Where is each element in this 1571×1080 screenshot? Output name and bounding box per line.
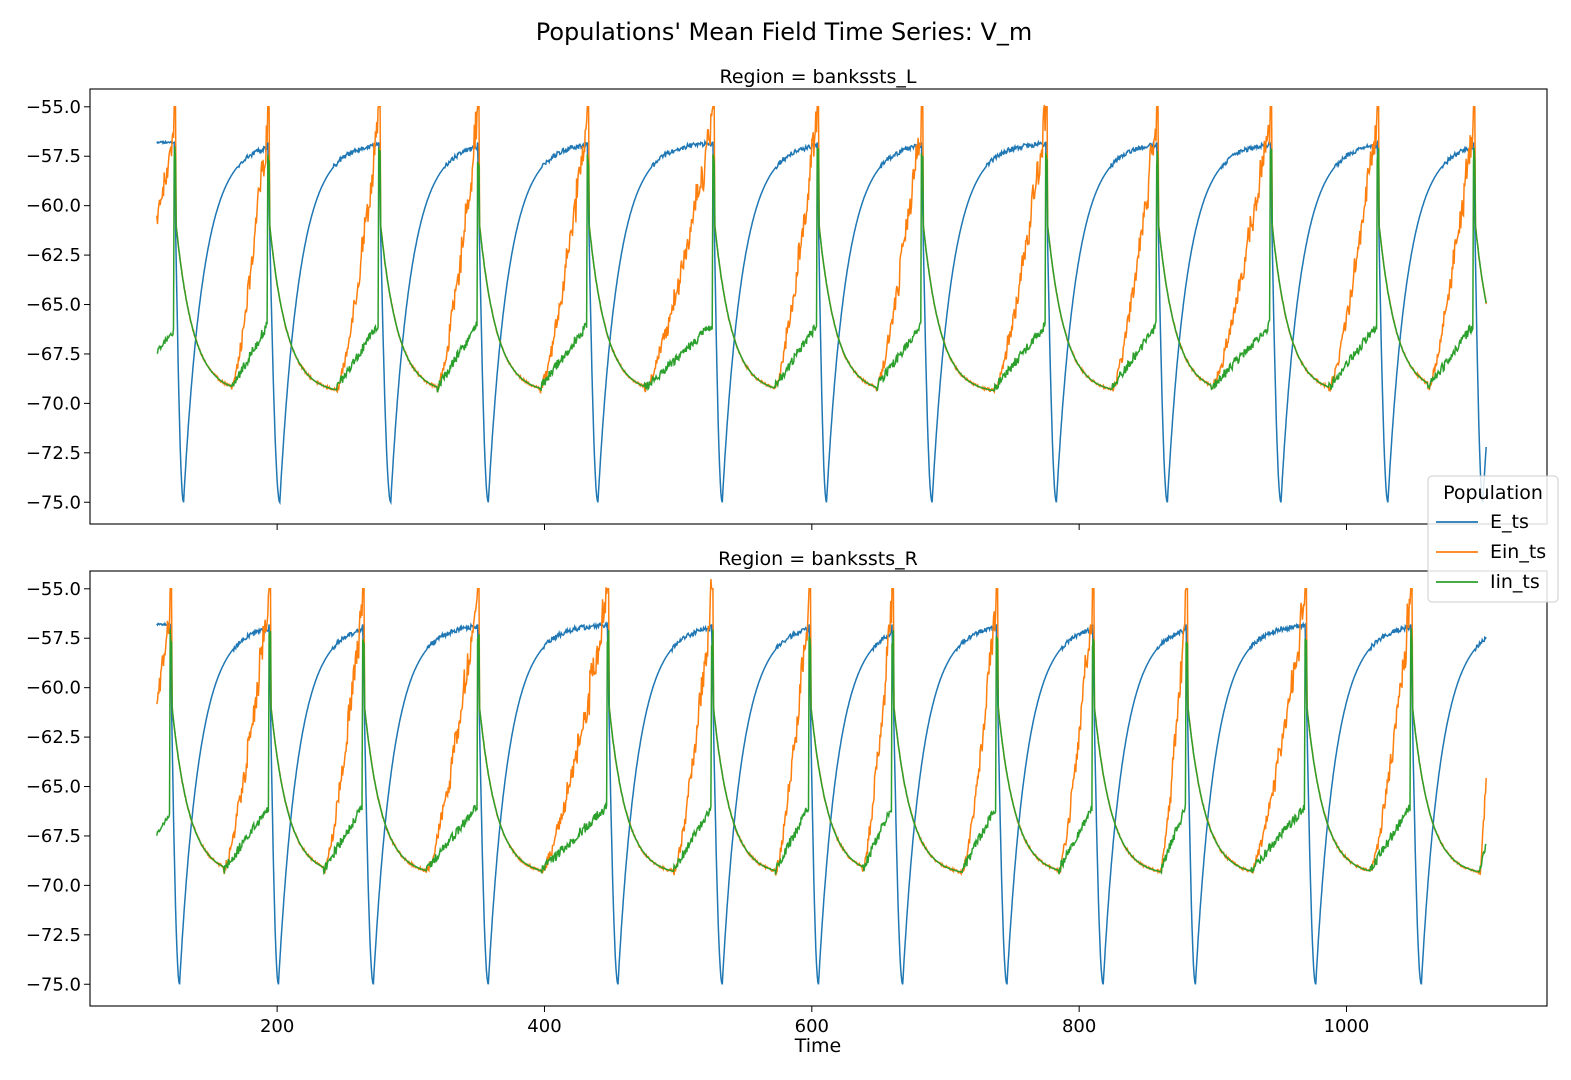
series-layer [156,579,1487,985]
figure-title: Populations' Mean Field Time Series: V_m [536,18,1033,46]
x-tick-label: 400 [527,1016,561,1037]
y-tick-label: −55.0 [26,97,81,118]
y-tick-label: −62.5 [26,727,81,748]
x-tick-label: 200 [260,1016,294,1037]
y-tick-label: −70.0 [26,875,81,896]
y-tick-label: −75.0 [26,974,81,995]
x-axis-ticks: 200 400 600 800 1000 [260,1006,1369,1037]
y-axis-ticks: −55.0 −57.5 −60.0 −62.5 −65.0 −67.5 −70.0 −72.5… [26,579,90,995]
x-tick-label: 800 [1062,1016,1096,1037]
legend: Population E_ts Ein_ts Iin_ts [1427,475,1559,603]
legend-label: Ein_ts [1490,541,1546,563]
legend-label: Iin_ts [1490,571,1540,593]
legend-title: Population [1443,482,1543,504]
series-line-E_ts [156,620,1487,985]
legend-label: E_ts [1490,511,1529,533]
panel-title: Region = bankssts_R [718,548,918,570]
series-line-Iin_ts [156,146,1487,393]
axes-frame [89,570,1548,1007]
y-tick-label: −75.0 [26,492,81,513]
y-tick-label: −62.5 [26,245,81,266]
axes-frame [89,88,1548,525]
x-axis-ticks [276,524,1347,530]
y-tick-label: −72.5 [26,443,81,464]
panel-title: Region = bankssts_L [719,66,916,88]
y-tick-label: −67.5 [26,826,81,847]
series-line-Iin_ts [156,628,1487,876]
panel-bankssts-R: Region = bankssts_R 200 400 600 800 1000 −55… [26,548,1548,1037]
y-tick-label: −67.5 [26,344,81,365]
y-tick-label: −60.0 [26,678,81,699]
legend-entries: E_ts Ein_ts Iin_ts [1436,511,1546,593]
y-tick-label: −70.0 [26,393,81,414]
x-tick-label: 1000 [1324,1016,1370,1037]
y-tick-label: −72.5 [26,925,81,946]
y-tick-label: −65.0 [26,777,81,798]
y-tick-label: −65.0 [26,295,81,316]
y-tick-label: −55.0 [26,579,81,600]
y-tick-label: −60.0 [26,196,81,217]
x-tick-label: 600 [795,1016,829,1037]
y-tick-label: −57.5 [26,146,81,167]
series-layer [156,104,1487,506]
panel-bankssts-L: Region = bankssts_L −55.0 −57.5 −60.0 −62.5… [26,66,1548,530]
y-tick-label: −57.5 [26,628,81,649]
legend-box [1427,475,1559,603]
x-axis-label: Time [794,1035,842,1057]
y-axis-ticks: −55.0 −57.5 −60.0 −62.5 −65.0 −67.5 −70.0 −72.5… [26,97,90,513]
